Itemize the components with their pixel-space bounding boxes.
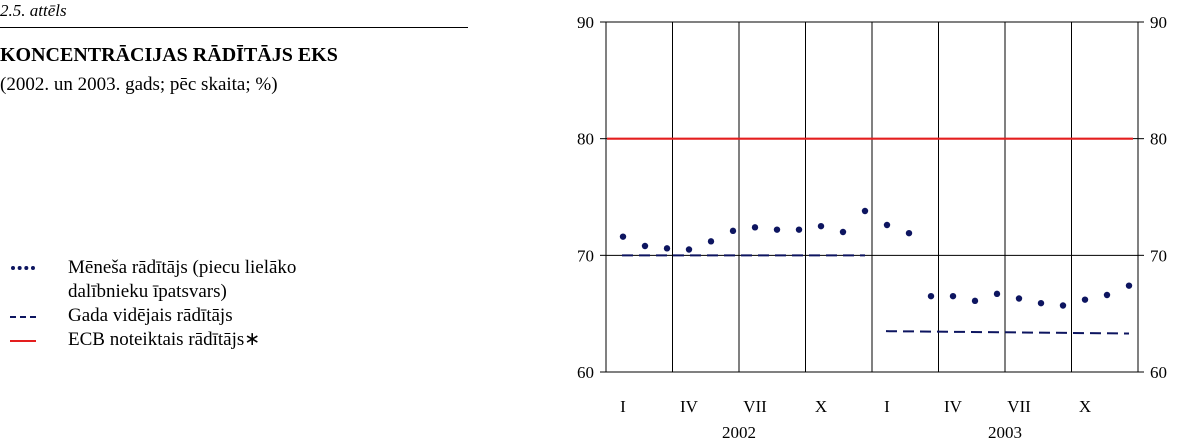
chart-plot: 60 60 70 70 80 80 90 90 I IV VII X I IV VII X 2002 2003 (577, 13, 1167, 441)
dots-marker-icon (11, 266, 35, 270)
x-year-label: 2003 (988, 423, 1022, 441)
chart-title: KONCENTRĀCIJAS RĀDĪTĀJS EKS (0, 44, 338, 66)
chart-legend: Mēneša rādītājs (piecu lielāko dalībniek… (8, 256, 296, 352)
dashed-line-marker-icon (10, 316, 36, 318)
chart-subtitle: (2002. un 2003. gads; pēc skaita; %) (0, 74, 278, 95)
x-tick-label: VII (743, 397, 767, 416)
monthly-data-point (795, 226, 803, 233)
monthly-data-point (641, 242, 649, 250)
y-tick-label-left: 80 (577, 130, 594, 149)
figure-label: 2.5. attēls (0, 1, 67, 20)
y-tick-label-left: 90 (577, 13, 594, 32)
x-tick-label: I (884, 397, 890, 416)
monthly-data-point (1103, 291, 1111, 299)
y-tick-label-right: 60 (1150, 363, 1167, 382)
monthly-data-point (993, 290, 1001, 298)
y-tick-label-right: 70 (1150, 246, 1167, 265)
monthly-data-point (1081, 296, 1089, 303)
monthly-data-point (905, 229, 913, 237)
monthly-data-point (1059, 302, 1067, 309)
x-tick-label: X (815, 397, 827, 416)
monthly-data-point (685, 246, 693, 253)
y-tick-label-left: 60 (577, 363, 594, 382)
monthly-data-point (1037, 299, 1045, 307)
monthly-data-point (707, 238, 715, 245)
monthly-data-point (619, 233, 627, 240)
x-tick-label: IV (680, 397, 699, 416)
monthly-data-point (1125, 282, 1133, 289)
monthly-data-point (817, 222, 825, 230)
legend-label-annual-average: Gada vidējais rādītājs (68, 305, 233, 326)
monthly-data-point (729, 227, 737, 235)
monthly-data-point (861, 207, 869, 215)
annual-average-segment (885, 330, 1130, 335)
monthly-data-point (751, 224, 759, 231)
x-year-label: 2002 (722, 423, 756, 441)
y-tick-label-right: 80 (1150, 130, 1167, 149)
y-tick-label-right: 90 (1150, 13, 1167, 32)
solid-line-marker-icon (10, 340, 36, 342)
monthly-data-point (1015, 295, 1023, 302)
legend-item-annual-average: Gada vidējais rādītājs (8, 304, 296, 328)
legend-item-monthly: Mēneša rādītājs (piecu lielāko dalībniek… (8, 256, 296, 304)
monthly-data-point (839, 228, 847, 236)
x-tick-label: X (1079, 397, 1091, 416)
legend-label-ecb: ECB noteiktais rādītājs∗ (68, 329, 261, 350)
monthly-data-point (927, 292, 935, 300)
legend-item-ecb: ECB noteiktais rādītājs∗ (8, 328, 296, 352)
monthly-data-point (773, 226, 781, 233)
legend-label-monthly-line2: dalībnieku īpatsvars) (68, 281, 227, 302)
x-tick-label: IV (944, 397, 963, 416)
legend-label-monthly-line1: Mēneša rādītājs (piecu lielāko (68, 257, 297, 278)
monthly-data-point (949, 292, 957, 300)
monthly-data-point (971, 297, 979, 305)
y-tick-label-left: 70 (577, 246, 594, 265)
monthly-data-point (663, 245, 671, 252)
monthly-data-point (883, 221, 891, 229)
x-tick-label: VII (1007, 397, 1031, 416)
x-tick-label: I (620, 397, 626, 416)
caption-divider (0, 27, 468, 28)
